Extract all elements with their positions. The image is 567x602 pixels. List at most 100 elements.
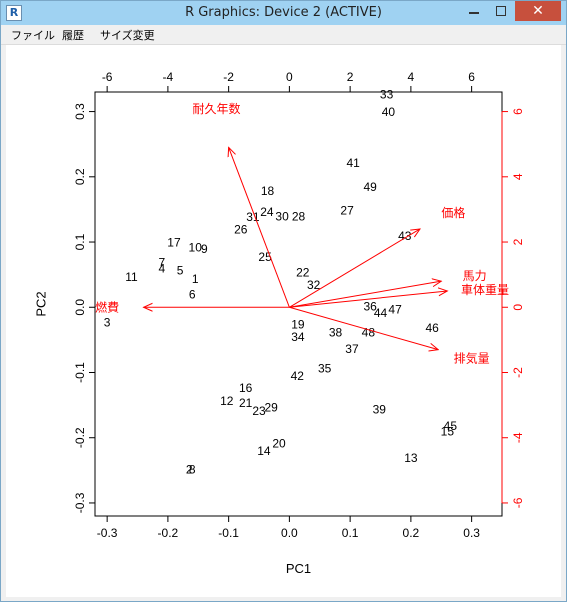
point-label: 8	[189, 463, 196, 477]
point-label: 42	[291, 369, 305, 383]
x-tick-label: 0.1	[342, 526, 359, 540]
point-label: 29	[264, 401, 278, 415]
minimize-icon	[469, 12, 479, 14]
point-label: 16	[239, 381, 253, 395]
point-label: 23	[252, 404, 266, 418]
title-bar[interactable]: R R Graphics: Device 2 (ACTIVE) ✕	[1, 1, 566, 25]
point-label: 46	[425, 321, 439, 335]
point-label: 49	[364, 180, 378, 194]
point-label: 30	[275, 209, 289, 223]
point-label: 36	[364, 299, 378, 313]
x-tick-label: -0.1	[218, 526, 239, 540]
y-tick-label: -0.1	[73, 362, 87, 383]
point-label: 10	[189, 241, 203, 255]
close-button[interactable]: ✕	[515, 1, 561, 21]
point-label: 39	[373, 402, 387, 416]
r-app-icon: R	[6, 5, 22, 21]
y-tick-label: 0.0	[73, 299, 87, 316]
top-tick-label: 6	[468, 70, 475, 84]
point-label: 17	[167, 236, 181, 250]
point-label: 41	[346, 156, 360, 170]
close-icon: ✕	[532, 3, 544, 19]
minimize-button[interactable]	[461, 1, 487, 21]
right-tick-label: 4	[511, 173, 525, 180]
y-axis-title: PC2	[33, 291, 48, 316]
arrow-label: 燃費	[95, 300, 119, 315]
arrow-label: 車体重量	[461, 283, 509, 297]
point-label: 24	[260, 205, 274, 219]
y-tick-label: 0.2	[73, 168, 87, 185]
y-tick-label: -0.2	[73, 427, 87, 448]
graphics-canvas[interactable]: -0.3 -0.2 -0.1 0.0 0.1 0.2 0.3 -0.3 -0.2 -0.1 0.0 0…	[6, 45, 561, 597]
point-label: 44	[374, 306, 388, 320]
right-tick-label: 6	[511, 108, 525, 115]
point-label: 26	[234, 222, 248, 236]
point-label: 20	[272, 436, 286, 450]
arrow-label: 馬力	[463, 269, 487, 283]
y-tick-label: 0.1	[73, 233, 87, 250]
point-label: 18	[261, 184, 275, 198]
x-tick-label: -0.2	[158, 526, 179, 540]
point-label: 12	[220, 394, 234, 408]
point-label: 35	[318, 361, 332, 375]
loading-arrow	[289, 229, 420, 308]
point-label: 32	[307, 278, 321, 292]
arrow-label: 耐久年数	[192, 101, 240, 116]
loading-arrow	[289, 291, 447, 308]
point-label: 14	[257, 444, 271, 458]
top-tick-label: 0	[286, 70, 293, 84]
point-label: 7	[158, 256, 165, 270]
top-tick-label: 4	[408, 70, 415, 84]
point-label: 27	[340, 204, 354, 218]
point-label: 48	[362, 326, 376, 340]
top-tick-label: -2	[223, 70, 234, 84]
point-label: 15	[441, 425, 455, 439]
maximize-button[interactable]	[488, 1, 514, 21]
top-tick-label: -4	[163, 70, 174, 84]
point-label: 37	[345, 342, 359, 356]
right-tick-label: -6	[511, 497, 525, 508]
point-label: 40	[382, 105, 396, 119]
maximize-icon	[496, 6, 506, 16]
biplot-chart: -0.3 -0.2 -0.1 0.0 0.1 0.2 0.3 -0.3 -0.2 -0.1 0.0 0…	[33, 70, 525, 576]
point-label: 21	[239, 396, 253, 410]
point-label: 19	[291, 318, 305, 332]
y-tick-label: 0.3	[73, 103, 87, 120]
right-tick-label: 0	[511, 304, 525, 311]
point-label: 3	[104, 316, 111, 330]
right-tick-label: -4	[511, 432, 525, 443]
point-label: 28	[292, 209, 306, 223]
right-tick-label: 2	[511, 238, 525, 245]
loading-arrow	[289, 281, 441, 308]
point-label: 34	[291, 330, 305, 344]
point-label: 22	[296, 266, 310, 280]
menu-file[interactable]: ファイル	[11, 29, 55, 42]
point-label: 5	[177, 264, 184, 278]
x-tick-label: 0.2	[403, 526, 420, 540]
menu-history[interactable]: 履歴	[62, 29, 84, 42]
plot-frame	[94, 91, 503, 517]
point-label: 47	[388, 303, 402, 317]
x-tick-label: 0.0	[281, 526, 298, 540]
window-title: R Graphics: Device 2 (ACTIVE)	[185, 5, 382, 20]
x-axis-title: PC1	[286, 561, 311, 576]
menu-bar: ファイル 履歴 サイズ変更	[1, 25, 566, 45]
x-tick-label: -0.3	[97, 526, 118, 540]
menu-resize[interactable]: サイズ変更	[100, 29, 155, 42]
top-tick-label: -6	[102, 70, 113, 84]
loading-arrow	[289, 306, 438, 349]
arrow-label: 価格	[441, 205, 465, 220]
arrow-label: 排気量	[454, 351, 490, 366]
loading-arrow	[229, 147, 290, 308]
point-label: 4	[158, 262, 165, 276]
point-label: 33	[380, 87, 394, 101]
point-label: 9	[201, 242, 208, 256]
point-label: 2	[186, 463, 193, 477]
point-label: 1	[192, 272, 199, 286]
point-label: 38	[329, 326, 343, 340]
point-label: 13	[404, 451, 418, 465]
point-label: 45	[444, 419, 458, 433]
point-label: 11	[125, 270, 138, 284]
right-tick-label: -2	[511, 367, 525, 378]
